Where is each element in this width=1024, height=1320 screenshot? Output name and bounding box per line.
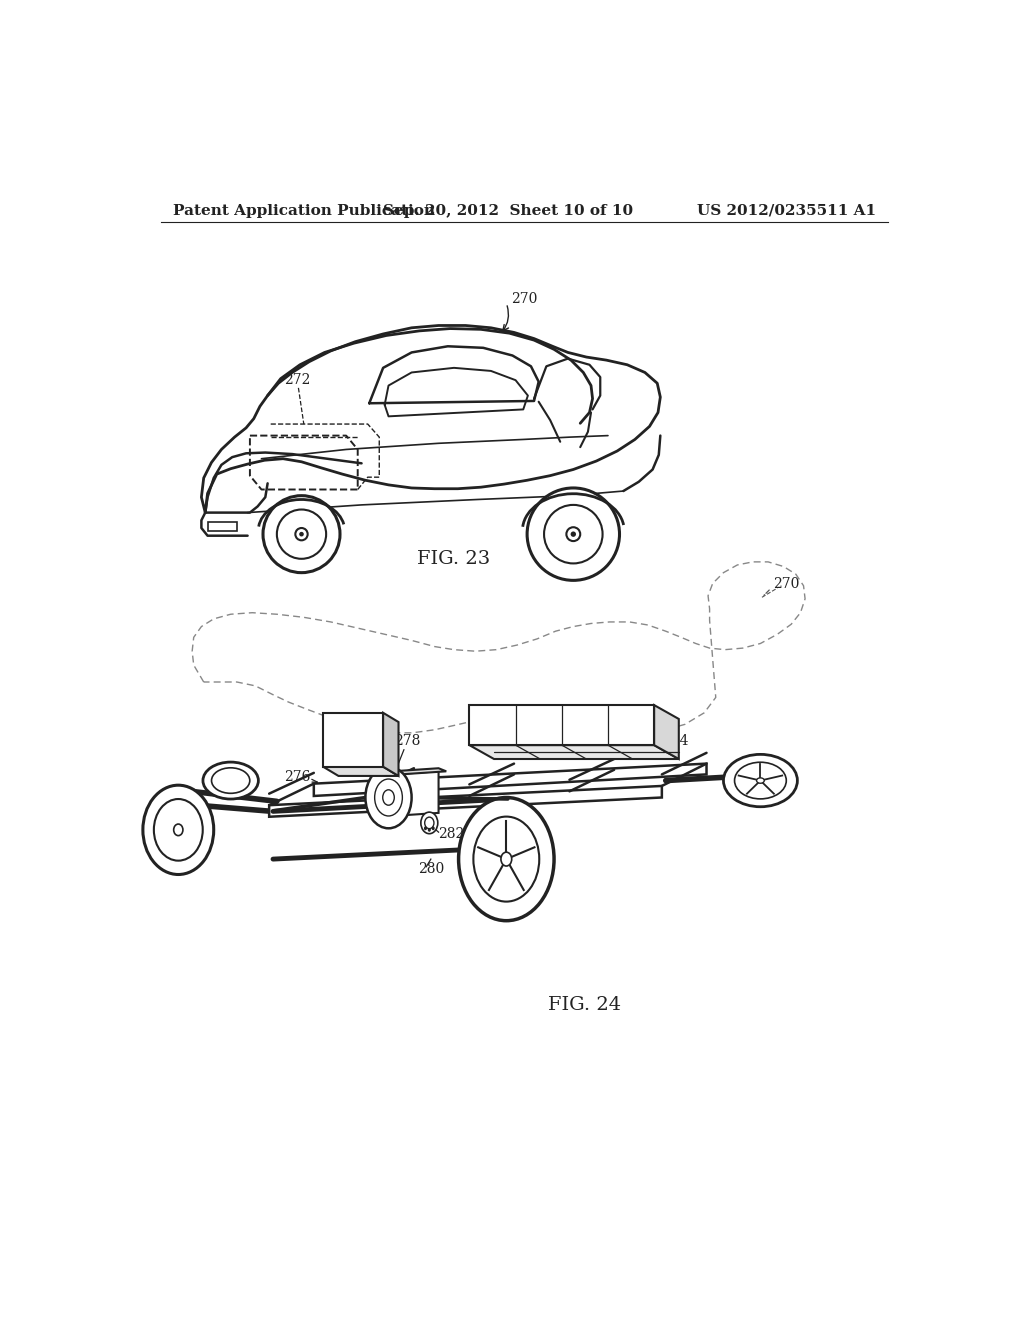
Text: 272: 272 [285,374,311,387]
Ellipse shape [203,762,258,799]
Text: Patent Application Publication: Patent Application Publication [173,203,435,218]
Polygon shape [323,713,383,767]
Ellipse shape [263,496,340,573]
Text: FIG. 24: FIG. 24 [548,997,622,1014]
Polygon shape [469,705,654,744]
Text: 272: 272 [523,723,550,754]
Ellipse shape [299,532,304,536]
Text: 278: 278 [394,734,420,748]
Polygon shape [208,521,237,531]
Text: US 2012/0235511 A1: US 2012/0235511 A1 [696,203,876,218]
Polygon shape [469,744,679,759]
Ellipse shape [570,532,577,537]
Text: 276: 276 [285,770,311,784]
Text: 280: 280 [419,862,444,876]
Text: FIG. 23: FIG. 23 [418,550,490,568]
Ellipse shape [174,824,183,836]
Ellipse shape [757,777,764,783]
Ellipse shape [428,828,431,832]
Polygon shape [313,763,707,796]
Text: 282: 282 [438,826,465,841]
Ellipse shape [421,812,438,834]
Ellipse shape [143,785,214,874]
Ellipse shape [432,826,435,830]
Polygon shape [392,771,438,816]
Text: Sep. 20, 2012  Sheet 10 of 10: Sep. 20, 2012 Sheet 10 of 10 [383,203,633,218]
Ellipse shape [366,767,412,829]
Ellipse shape [424,826,427,830]
Polygon shape [654,705,679,759]
Polygon shape [323,767,398,776]
Polygon shape [383,713,398,776]
Ellipse shape [459,797,554,921]
Text: 274: 274 [662,734,688,748]
Polygon shape [269,785,662,817]
Text: 270: 270 [773,577,800,591]
Ellipse shape [527,488,620,581]
Ellipse shape [501,853,512,866]
Polygon shape [392,768,446,775]
Ellipse shape [724,755,798,807]
Text: 270: 270 [511,292,538,305]
